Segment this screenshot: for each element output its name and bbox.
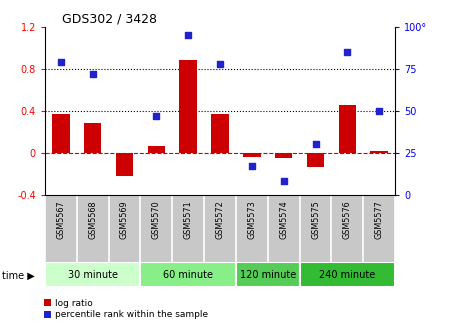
Bar: [275, 153, 292, 158]
Text: GSM5570: GSM5570: [152, 200, 161, 239]
Bar: [243, 153, 260, 157]
Bar: [84, 124, 101, 153]
Bar: [45, 262, 141, 287]
Text: GSM5577: GSM5577: [375, 200, 384, 239]
Bar: [211, 114, 229, 153]
Text: 60 minute: 60 minute: [163, 270, 213, 280]
Bar: [148, 145, 165, 153]
Text: GSM5571: GSM5571: [184, 200, 193, 239]
Text: GSM5573: GSM5573: [247, 200, 256, 239]
Text: GSM5567: GSM5567: [56, 200, 65, 239]
Text: 120 minute: 120 minute: [240, 270, 296, 280]
Point: [153, 113, 160, 119]
Point: [376, 108, 383, 114]
Bar: [52, 114, 70, 153]
Text: GSM5572: GSM5572: [216, 200, 224, 239]
Bar: [370, 151, 388, 153]
Point: [89, 71, 96, 77]
Bar: [339, 104, 356, 153]
Point: [248, 164, 255, 169]
Point: [312, 142, 319, 147]
Text: GSM5569: GSM5569: [120, 200, 129, 239]
Point: [216, 61, 224, 67]
Legend: log ratio, percentile rank within the sample: log ratio, percentile rank within the sa…: [40, 295, 211, 323]
Text: GSM5574: GSM5574: [279, 200, 288, 239]
Text: time ▶: time ▶: [2, 270, 35, 281]
Text: GDS302 / 3428: GDS302 / 3428: [62, 13, 158, 26]
Point: [280, 179, 287, 184]
Text: 240 minute: 240 minute: [319, 270, 375, 280]
Bar: [307, 153, 324, 167]
Text: GSM5575: GSM5575: [311, 200, 320, 239]
Text: 30 minute: 30 minute: [68, 270, 118, 280]
Bar: [236, 262, 299, 287]
Point: [344, 49, 351, 55]
Point: [185, 33, 192, 38]
Bar: [180, 60, 197, 153]
Bar: [299, 262, 395, 287]
Text: GSM5576: GSM5576: [343, 200, 352, 239]
Point: [57, 59, 64, 65]
Bar: [141, 262, 236, 287]
Bar: [116, 153, 133, 176]
Text: GSM5568: GSM5568: [88, 200, 97, 239]
